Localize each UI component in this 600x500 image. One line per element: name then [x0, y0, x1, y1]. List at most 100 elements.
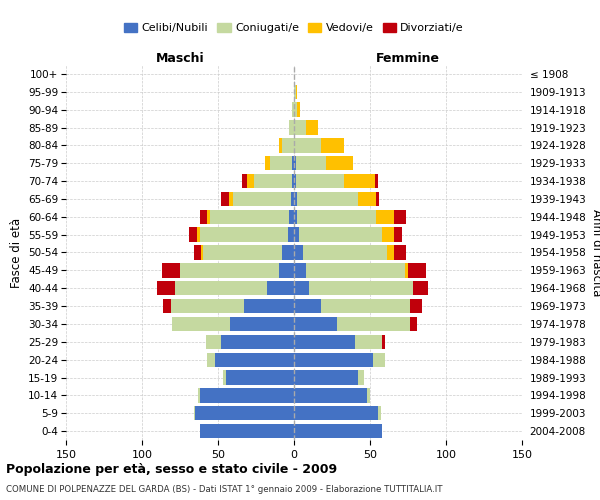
- Bar: [189, 228, 197, 242]
- Bar: [294, 138, 322, 152]
- Bar: [203, 246, 282, 260]
- Bar: [198, 388, 200, 402]
- Bar: [211, 210, 289, 224]
- Bar: [410, 299, 422, 313]
- Bar: [408, 263, 426, 278]
- Bar: [292, 102, 294, 117]
- Bar: [294, 370, 358, 384]
- Bar: [254, 174, 292, 188]
- Bar: [195, 406, 294, 420]
- Bar: [200, 210, 208, 224]
- Bar: [282, 138, 294, 152]
- Bar: [373, 352, 385, 367]
- Bar: [233, 192, 291, 206]
- Bar: [413, 281, 428, 295]
- Bar: [377, 406, 380, 420]
- Text: Maschi: Maschi: [155, 52, 205, 65]
- Bar: [294, 406, 377, 420]
- Bar: [326, 156, 353, 170]
- Bar: [382, 228, 394, 242]
- Bar: [294, 424, 382, 438]
- Bar: [221, 192, 229, 206]
- Bar: [242, 174, 247, 188]
- Bar: [376, 192, 379, 206]
- Bar: [309, 281, 413, 295]
- Bar: [344, 174, 374, 188]
- Bar: [279, 263, 294, 278]
- Bar: [289, 210, 294, 224]
- Bar: [244, 299, 294, 313]
- Bar: [387, 246, 394, 260]
- Bar: [288, 228, 294, 242]
- Bar: [306, 263, 405, 278]
- Bar: [294, 228, 299, 242]
- Bar: [292, 156, 294, 170]
- Bar: [405, 263, 408, 278]
- Bar: [294, 120, 306, 134]
- Bar: [376, 210, 394, 224]
- Bar: [294, 192, 297, 206]
- Bar: [296, 156, 326, 170]
- Bar: [215, 352, 294, 367]
- Bar: [206, 334, 221, 349]
- Bar: [180, 263, 279, 278]
- Bar: [297, 210, 376, 224]
- Bar: [299, 228, 382, 242]
- Bar: [279, 138, 282, 152]
- Bar: [294, 156, 296, 170]
- Bar: [355, 334, 382, 349]
- Bar: [208, 210, 211, 224]
- Bar: [197, 228, 200, 242]
- Bar: [175, 281, 266, 295]
- Bar: [200, 424, 294, 438]
- Bar: [367, 388, 370, 402]
- Bar: [266, 281, 294, 295]
- Bar: [303, 246, 387, 260]
- Bar: [201, 246, 203, 260]
- Bar: [382, 334, 385, 349]
- Y-axis label: Anni di nascita: Anni di nascita: [590, 209, 600, 296]
- Bar: [294, 84, 296, 99]
- Bar: [172, 317, 230, 331]
- Bar: [322, 299, 410, 313]
- Bar: [269, 156, 292, 170]
- Bar: [394, 228, 402, 242]
- Bar: [194, 406, 195, 420]
- Bar: [294, 281, 309, 295]
- Bar: [296, 84, 297, 99]
- Bar: [229, 192, 233, 206]
- Bar: [306, 120, 319, 134]
- Y-axis label: Fasce di età: Fasce di età: [10, 218, 23, 288]
- Bar: [294, 102, 297, 117]
- Bar: [294, 317, 337, 331]
- Bar: [294, 299, 322, 313]
- Text: COMUNE DI POLPENAZZE DEL GARDA (BS) - Dati ISTAT 1° gennaio 2009 - Elaborazione : COMUNE DI POLPENAZZE DEL GARDA (BS) - Da…: [6, 485, 443, 494]
- Bar: [294, 246, 303, 260]
- Bar: [410, 317, 417, 331]
- Bar: [394, 210, 406, 224]
- Bar: [297, 102, 300, 117]
- Bar: [289, 120, 294, 134]
- Bar: [221, 334, 294, 349]
- Bar: [291, 192, 294, 206]
- Bar: [322, 138, 344, 152]
- Bar: [294, 210, 297, 224]
- Bar: [358, 370, 364, 384]
- Bar: [282, 246, 294, 260]
- Text: Femmine: Femmine: [376, 52, 440, 65]
- Bar: [163, 299, 171, 313]
- Bar: [247, 174, 254, 188]
- Text: Popolazione per età, sesso e stato civile - 2009: Popolazione per età, sesso e stato civil…: [6, 462, 337, 475]
- Bar: [394, 246, 406, 260]
- Bar: [200, 388, 294, 402]
- Bar: [294, 263, 306, 278]
- Bar: [292, 174, 294, 188]
- Bar: [297, 192, 358, 206]
- Bar: [265, 156, 269, 170]
- Bar: [294, 174, 296, 188]
- Bar: [226, 370, 294, 384]
- Bar: [200, 228, 288, 242]
- Bar: [358, 192, 376, 206]
- Bar: [294, 352, 373, 367]
- Bar: [294, 388, 367, 402]
